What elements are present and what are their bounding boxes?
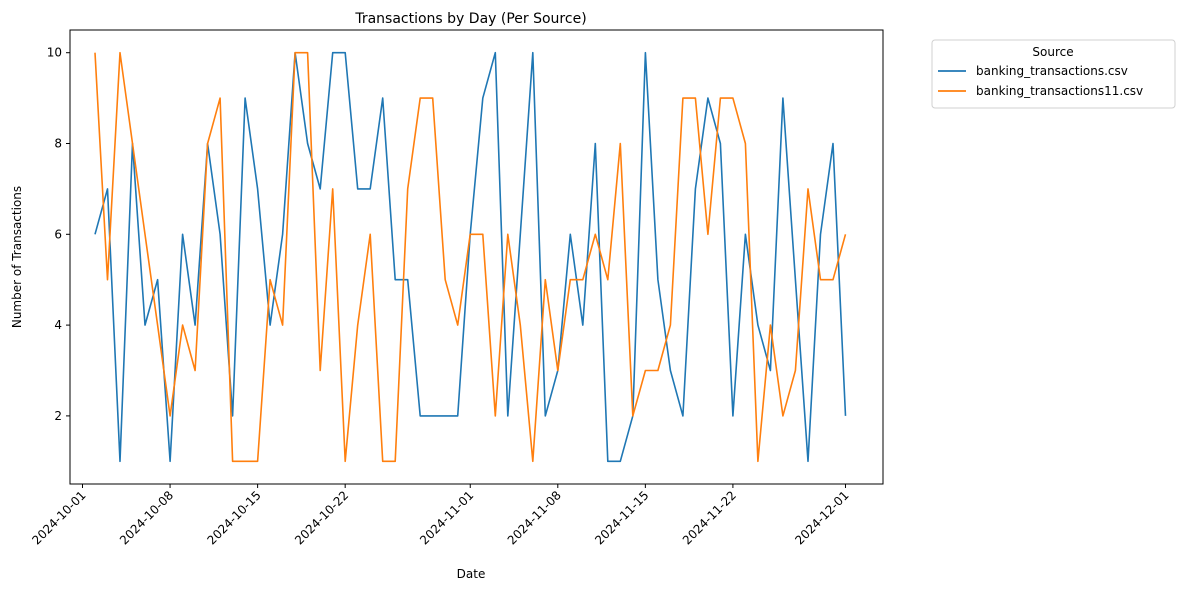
x-tick-label: 2024-10-08 <box>117 488 176 547</box>
x-tick-label: 2024-11-22 <box>680 488 739 547</box>
series-line-0 <box>94 51 847 463</box>
plot-frame <box>69 29 884 485</box>
y-tick-label: 8 <box>54 137 62 151</box>
x-tick-label: 2024-11-15 <box>592 488 651 547</box>
legend-title: Source <box>1032 45 1073 59</box>
legend-box <box>931 39 1176 109</box>
x-tick-label: 2024-10-22 <box>292 488 351 547</box>
plot-area <box>69 29 884 485</box>
y-tick-label: 6 <box>54 227 62 241</box>
y-axis-label: Number of Transactions <box>10 186 24 328</box>
y-tick-label: 10 <box>47 46 62 60</box>
x-axis: 2024-10-01 2024-10-08 2024-10-15 2024-10-22… <box>29 484 852 547</box>
x-tick-label: 2024-10-15 <box>205 488 264 547</box>
y-tick-label: 4 <box>54 318 62 332</box>
x-tick-label: 2024-11-08 <box>505 488 564 547</box>
legend-entry-label: banking_transactions11.csv <box>976 84 1143 98</box>
x-axis-label: Date <box>457 567 486 581</box>
x-tick-label: 2024-12-01 <box>792 488 851 547</box>
series-line-1 <box>94 51 847 463</box>
x-tick-label: 2024-10-01 <box>29 488 88 547</box>
y-tick-label: 2 <box>54 409 62 423</box>
chart-title: Transactions by Day (Per Source) <box>354 11 586 27</box>
y-axis: 2 4 6 8 10 <box>47 46 70 423</box>
series-lines <box>94 51 847 463</box>
x-tick-label: 2024-11-01 <box>417 488 476 547</box>
legend: Source banking_transactions.csv banking_t… <box>931 39 1176 109</box>
legend-entry-label: banking_transactions.csv <box>976 64 1128 78</box>
